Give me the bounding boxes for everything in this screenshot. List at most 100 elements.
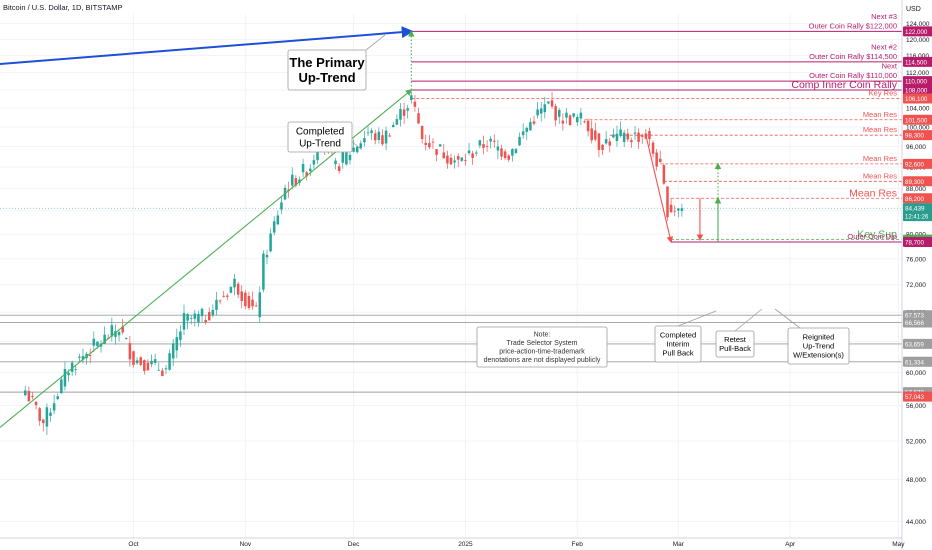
level-label: Key Res xyxy=(869,88,898,97)
time-tick-label: Feb xyxy=(572,541,584,548)
level-price-tag xyxy=(903,338,932,349)
time-tick-label: 2025 xyxy=(458,541,473,548)
candle-body xyxy=(557,109,561,117)
candle-body xyxy=(608,141,612,146)
candle-body xyxy=(583,121,586,123)
time-axis[interactable]: Oct Nov Dec 2025 Feb Mar Apr May xyxy=(0,537,905,548)
candle-body xyxy=(406,108,409,111)
candle-body xyxy=(153,359,157,363)
candle-body xyxy=(586,120,590,132)
level-price-tag xyxy=(903,114,932,125)
candle-body xyxy=(493,140,496,142)
candle-body xyxy=(34,401,38,406)
primary-up-trend-label-box xyxy=(287,49,367,91)
candle-body xyxy=(233,278,236,288)
candle-body xyxy=(280,202,283,210)
time-tick-label: Mar xyxy=(673,541,685,548)
candle-body xyxy=(182,313,186,330)
level-price-tag xyxy=(903,158,932,169)
candle-body xyxy=(370,130,373,134)
candle-body xyxy=(500,148,503,157)
price-axis[interactable]: 124,000 120,000 116,000 112,000 108,000 104,0… xyxy=(901,0,932,550)
level-label: Next #3 Outer Coin Rally $122,000 xyxy=(809,12,897,31)
candle-body xyxy=(395,119,399,125)
interim-pullback-label-box xyxy=(654,325,702,363)
candle-body xyxy=(128,343,132,360)
candle-body xyxy=(594,130,597,140)
candle-body xyxy=(518,136,521,146)
candle-body xyxy=(622,132,626,142)
candle-body xyxy=(294,178,298,186)
candle-body xyxy=(211,309,215,316)
candle-body xyxy=(467,150,471,154)
candle-body xyxy=(341,152,345,163)
candle-body xyxy=(236,283,240,295)
candle-body xyxy=(601,144,604,151)
candle-body xyxy=(92,338,96,346)
annotations: The Primary Up-Trend Completed Up-Trend Note… xyxy=(287,34,850,368)
candle-body xyxy=(417,113,420,124)
candle-body xyxy=(27,390,31,402)
candle-body xyxy=(31,395,34,398)
candle-body xyxy=(42,419,45,424)
candle-body xyxy=(648,131,651,140)
candle-body xyxy=(161,370,164,377)
level-label: Next #2 Outer Coin Rally $114,500 xyxy=(809,42,897,61)
time-tick-label: Oct xyxy=(128,541,138,548)
candle-body xyxy=(637,132,640,142)
candle-body xyxy=(428,143,431,148)
level-price-tag-label: 57,043 xyxy=(905,394,924,401)
level-label: Comp Inner Coin Rally xyxy=(791,79,897,91)
level-price-tag-label: 108,000 xyxy=(905,87,928,94)
candle-body xyxy=(96,341,99,347)
candle-body xyxy=(251,299,254,307)
candle-body xyxy=(366,132,370,134)
candle-body xyxy=(197,313,200,323)
candle-body xyxy=(52,403,56,411)
candle-body xyxy=(150,360,153,365)
candle-body xyxy=(464,160,467,161)
level-price-tag-label: 106,100 xyxy=(905,96,928,103)
candle-body xyxy=(38,408,41,421)
candle-body xyxy=(226,295,229,297)
price-levels: Next #3 Outer Coin Rally $122,000 Next #2 O… xyxy=(0,12,902,393)
level-price-tag xyxy=(903,391,932,402)
candle-body xyxy=(218,300,222,302)
candle-body xyxy=(139,357,142,365)
candle-body xyxy=(355,146,359,153)
current-price-timer: 12:41:26 xyxy=(905,215,929,221)
candle-body xyxy=(539,108,543,114)
candle-body xyxy=(680,208,684,211)
level-label: Mean Res xyxy=(849,187,897,199)
candle-body xyxy=(143,360,146,372)
note-label-box xyxy=(476,326,608,368)
candle-body xyxy=(507,155,510,160)
candle-body xyxy=(345,152,348,165)
time-tick-label: Dec xyxy=(348,541,360,548)
level-price-tag-label: 78,700 xyxy=(905,240,924,247)
interim-pullback-label: Completed Interim Pull Back xyxy=(660,331,696,358)
candle-body xyxy=(276,215,280,225)
candle-body xyxy=(204,319,207,323)
candle-body xyxy=(215,299,218,310)
price-tick-label: 60,000 xyxy=(906,370,926,377)
reignited-label-box xyxy=(787,327,850,365)
level-label: Mean Res xyxy=(863,154,897,163)
candle-body xyxy=(449,157,453,165)
level-label: Next Outer Coin Rally $110,000 xyxy=(809,62,898,81)
candle-body xyxy=(254,305,258,307)
level-price-tag xyxy=(903,317,932,328)
candle-body xyxy=(626,133,630,140)
level-price-tag-label: 89,300 xyxy=(905,179,924,186)
candle-body xyxy=(485,146,489,147)
candle-body xyxy=(399,109,402,120)
candle-body xyxy=(70,362,74,372)
candle-body xyxy=(114,331,117,337)
completed-up-trend-label-box xyxy=(287,121,353,153)
candle-body xyxy=(240,291,243,301)
grid xyxy=(0,14,902,538)
candle-body xyxy=(117,331,121,336)
candle-body xyxy=(511,149,514,156)
